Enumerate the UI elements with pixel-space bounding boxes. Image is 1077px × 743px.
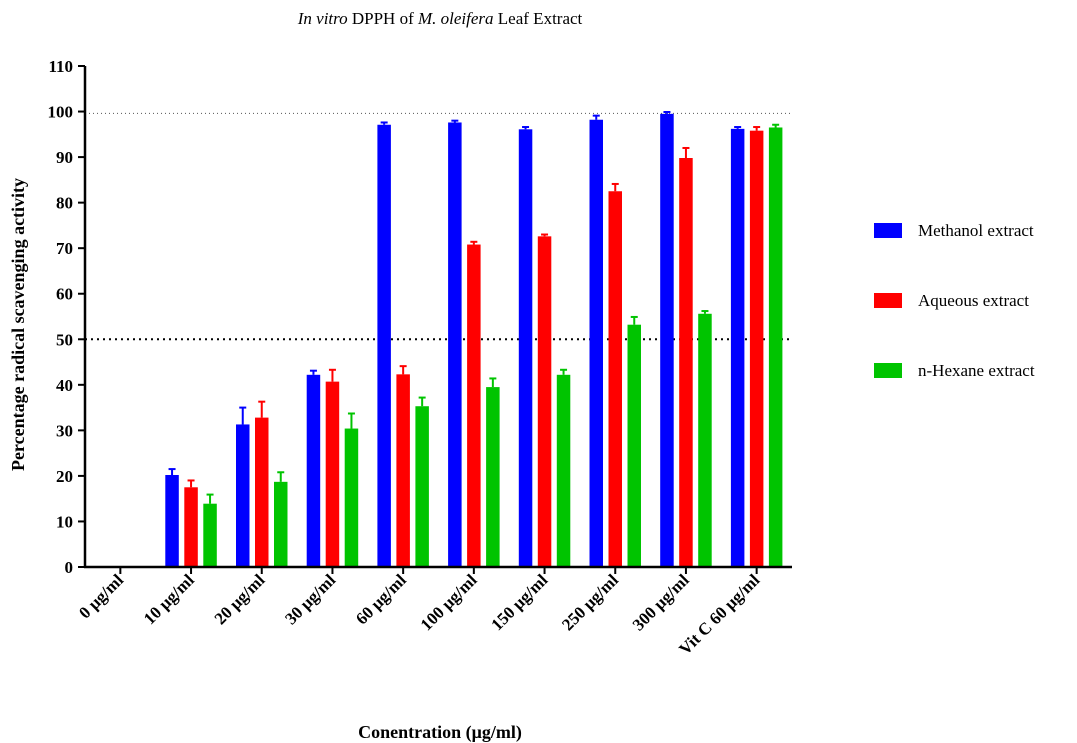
bar <box>415 406 429 567</box>
reference-lines <box>85 112 792 341</box>
bar <box>537 236 552 567</box>
bar <box>236 424 250 567</box>
bar <box>274 481 288 567</box>
chart-title-part: In vitro <box>297 9 348 28</box>
bar <box>660 113 674 567</box>
bars-group <box>165 111 783 568</box>
bar <box>306 374 321 567</box>
x-tick-label: 250 μg/ml <box>558 570 622 634</box>
y-tick-labels: 0 10 20 30 40 50 60 70 80 90 100 110 <box>48 57 74 577</box>
bar <box>679 158 693 567</box>
x-tick-label: 100 μg/ml <box>417 570 481 634</box>
bar <box>448 122 462 567</box>
y-tick-label: 50 <box>56 330 73 349</box>
y-tick-label: 70 <box>56 239 73 258</box>
bar <box>165 474 179 567</box>
bar <box>518 129 533 568</box>
legend: Methanol extract Aqueous extract n-Hexane … <box>874 221 1035 380</box>
x-tick-label: 10 μg/ml <box>140 570 198 628</box>
bar <box>768 127 783 568</box>
chart-title-part: Leaf Extract <box>494 9 583 28</box>
bar <box>698 313 712 567</box>
x-axis-title: Conentration (μg/ml) <box>358 722 522 743</box>
bar <box>344 428 359 567</box>
bar <box>325 381 340 567</box>
bar <box>467 244 481 567</box>
bar <box>589 119 603 567</box>
bar <box>184 487 198 567</box>
bar <box>377 124 391 568</box>
legend-label: Aqueous extract <box>918 291 1029 310</box>
x-tick-label: 300 μg/ml <box>629 570 693 634</box>
bar <box>749 130 764 567</box>
bar <box>627 324 641 567</box>
bar <box>203 503 217 567</box>
bar <box>396 374 410 567</box>
y-tick-label: 90 <box>56 148 73 167</box>
y-tick-label: 20 <box>56 467 73 486</box>
bar <box>556 374 571 567</box>
chart-title-part: DPPH of <box>348 9 418 28</box>
bar <box>608 191 622 567</box>
y-tick-label: 10 <box>56 512 73 531</box>
chart-title: In vitro DPPH of M. oleifera Leaf Extrac… <box>297 9 583 28</box>
bar <box>486 387 500 567</box>
legend-swatch <box>874 293 902 308</box>
y-tick-label: 0 <box>65 558 74 577</box>
y-tick-label: 100 <box>48 103 74 122</box>
legend-swatch <box>874 363 902 378</box>
bar <box>730 128 745 567</box>
y-tick-label: 30 <box>56 421 73 440</box>
x-tick-labels: 0 μg/ml 10 μg/ml 20 μg/ml 30 μg/ml 60 μg/ml 1… <box>75 570 763 658</box>
x-tick-label: 30 μg/ml <box>281 570 339 628</box>
bar <box>255 417 269 567</box>
x-tick-label: 20 μg/ml <box>211 570 269 628</box>
axes-group <box>78 65 792 574</box>
legend-label: n-Hexane extract <box>918 361 1035 380</box>
legend-label: Methanol extract <box>918 221 1034 240</box>
x-tick-label: 60 μg/ml <box>352 570 410 628</box>
y-tick-label: 40 <box>56 376 73 395</box>
y-tick-label: 60 <box>56 285 73 304</box>
chart-title-part: M. oleifera <box>417 9 494 28</box>
y-axis-title: Percentage radical scavenging activity <box>8 178 28 471</box>
y-tick-label: 80 <box>56 194 73 213</box>
x-tick-label: 150 μg/ml <box>487 570 551 634</box>
legend-swatch <box>874 223 902 238</box>
y-tick-label: 110 <box>48 57 73 76</box>
x-tick-label: 0 μg/ml <box>75 570 127 622</box>
